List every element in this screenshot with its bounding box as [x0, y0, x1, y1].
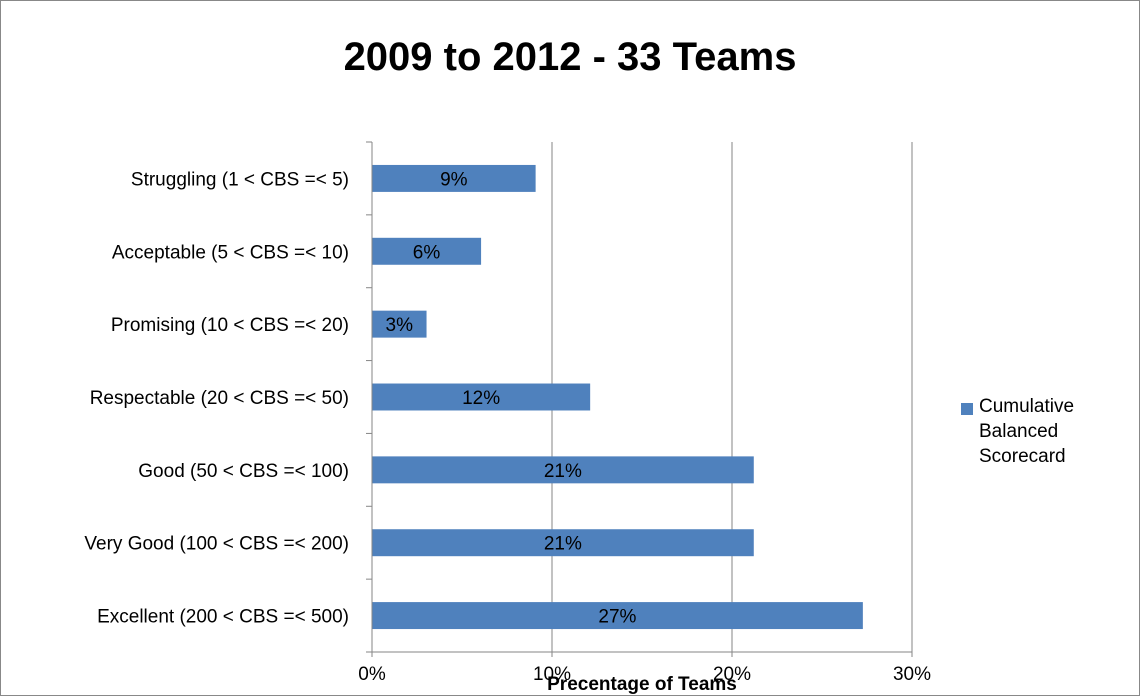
bar	[372, 164, 536, 192]
legend: Cumulative Balanced Scorecard	[961, 394, 1129, 469]
x-tick-label: 30%	[893, 664, 931, 685]
category-label: Respectable (20 < CBS =< 50)	[90, 388, 349, 409]
legend-label: Cumulative Balanced Scorecard	[979, 396, 1075, 467]
bar	[372, 310, 427, 338]
x-axis-title: Precentage of Teams	[547, 674, 737, 695]
data-label: 21%	[544, 534, 582, 555]
legend-swatch	[961, 403, 973, 415]
bar	[372, 602, 863, 630]
category-label: Struggling (1 < CBS =< 5)	[131, 169, 349, 190]
bar	[372, 529, 754, 557]
data-label: 21%	[544, 461, 582, 482]
bar	[372, 383, 591, 411]
category-label: Very Good (100 < CBS =< 200)	[84, 534, 349, 555]
category-label: Promising (10 < CBS =< 20)	[111, 315, 349, 336]
x-tick-label: 20%	[713, 664, 751, 685]
data-label: 9%	[440, 169, 468, 190]
bar	[372, 237, 482, 265]
category-label: Acceptable (5 < CBS =< 10)	[112, 242, 349, 263]
data-label: 3%	[386, 315, 414, 336]
category-label: Excellent (200 < CBS =< 500)	[97, 607, 349, 628]
category-label: Good (50 < CBS =< 100)	[138, 461, 349, 482]
chart-title: 2009 to 2012 - 33 Teams	[343, 35, 797, 79]
bar	[372, 456, 754, 484]
x-tick-label: 10%	[533, 664, 571, 685]
data-label: 27%	[598, 607, 636, 628]
x-tick-label: 0%	[358, 664, 386, 685]
data-label: 12%	[462, 388, 500, 409]
data-label: 6%	[413, 242, 441, 263]
